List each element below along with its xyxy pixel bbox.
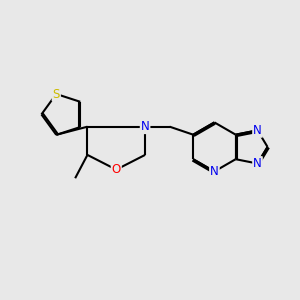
- Text: N: N: [141, 120, 149, 133]
- Text: N: N: [253, 124, 262, 137]
- Text: N: N: [210, 165, 219, 178]
- Text: N: N: [253, 157, 262, 170]
- Text: S: S: [52, 88, 60, 100]
- Text: O: O: [112, 163, 121, 176]
